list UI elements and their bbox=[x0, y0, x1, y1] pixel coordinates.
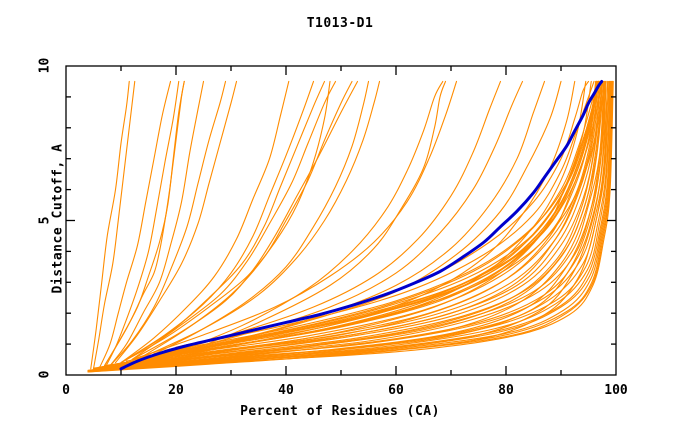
x-tick-label-40: 40 bbox=[278, 383, 294, 398]
series-line-background bbox=[114, 80, 598, 365]
series-line-background bbox=[175, 80, 447, 358]
series-line-background bbox=[92, 80, 136, 370]
series-line-background bbox=[114, 80, 238, 364]
series-line-background bbox=[125, 80, 599, 362]
x-tick-label-20: 20 bbox=[168, 383, 184, 398]
series-line-background bbox=[98, 80, 598, 368]
series-line-background bbox=[120, 80, 331, 364]
series-line-background bbox=[92, 80, 601, 369]
series-line-background bbox=[158, 80, 598, 354]
series-line-background bbox=[90, 80, 614, 372]
series-line-background bbox=[98, 80, 599, 368]
y-tick-label-10: 10 bbox=[37, 57, 53, 74]
series-line-background bbox=[98, 80, 172, 370]
series-line-background bbox=[131, 80, 458, 361]
series-line-background bbox=[87, 80, 609, 373]
series-line-background bbox=[131, 80, 359, 361]
series-line-background bbox=[92, 80, 602, 370]
x-tick-label-60: 60 bbox=[388, 383, 404, 398]
page-title: T1013-D1 bbox=[306, 16, 374, 31]
series-line-background bbox=[87, 80, 605, 372]
series-line-background bbox=[120, 80, 290, 364]
y-axis-label: Distance Cutoff, A bbox=[50, 143, 66, 294]
x-tick-label-80: 80 bbox=[498, 383, 514, 398]
series-line-background bbox=[98, 80, 611, 370]
series-line-background bbox=[103, 80, 597, 367]
series-line-background bbox=[136, 80, 546, 364]
series-line-background bbox=[109, 80, 227, 367]
series-line-background bbox=[147, 80, 599, 358]
series-line-background bbox=[87, 80, 604, 371]
series-line-background bbox=[87, 80, 610, 373]
y-tick-label-0: 0 bbox=[37, 370, 53, 379]
series-line-background bbox=[103, 80, 185, 367]
series-line-background bbox=[87, 80, 607, 372]
series-line-background bbox=[87, 80, 606, 372]
series-line-highlight bbox=[119, 79, 604, 371]
series-line-background bbox=[90, 80, 130, 370]
x-tick-label-100: 100 bbox=[604, 383, 628, 398]
series-line-background bbox=[131, 80, 337, 361]
series-line-background bbox=[164, 80, 444, 358]
y-tick-label-5: 5 bbox=[37, 216, 53, 224]
series-line-background bbox=[103, 80, 180, 370]
series-line-background bbox=[109, 80, 205, 367]
axes-layer bbox=[65, 65, 617, 376]
series-layer bbox=[87, 79, 614, 373]
series-line-background bbox=[136, 80, 381, 361]
series-line-background bbox=[125, 80, 326, 361]
series-line-background bbox=[87, 80, 603, 371]
x-tick-label-0: 0 bbox=[62, 383, 70, 398]
x-axis-label: Percent of Residues (CA) bbox=[240, 404, 440, 419]
series-line-background bbox=[98, 80, 613, 371]
